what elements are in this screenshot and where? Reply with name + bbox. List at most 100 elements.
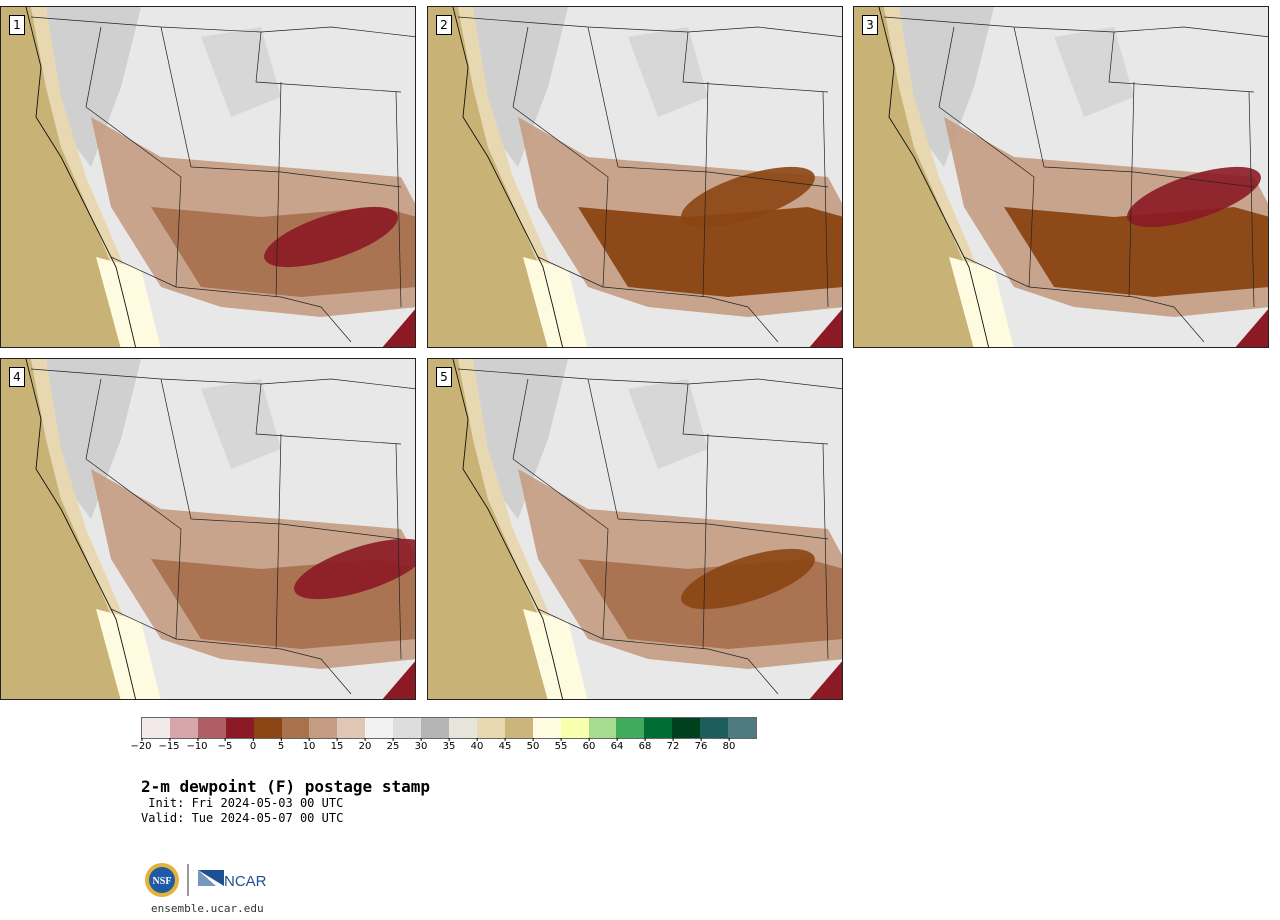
colorbar-swatch [532, 718, 561, 738]
init-time: Init: Fri 2024-05-03 00 UTC [141, 796, 344, 810]
colorbar-swatch [560, 718, 589, 738]
colorbar-swatch [728, 718, 756, 738]
colorbar-swatch [142, 718, 170, 738]
dewpoint-map-3 [854, 7, 1268, 347]
colorbar-tick-label: 20 [358, 738, 372, 752]
colorbar-ticks: −20 −15 −10 −5 0 5 10 15 20 25 30 35 40 45 50 55 60 64 68 7… [130, 738, 757, 757]
colorbar-swatch [281, 718, 310, 738]
colorbar-swatch [169, 718, 198, 738]
colorbar-tick-label: 15 [330, 738, 344, 752]
colorbar-tick-label: 35 [442, 738, 456, 752]
coastline [452, 359, 563, 699]
coastal-band [458, 359, 588, 699]
logos: NSF NCAR [144, 860, 274, 900]
state-borders [457, 16, 842, 343]
panel-label-1: 1 [9, 15, 25, 35]
colorbar-swatch [644, 718, 673, 738]
terrain-band [628, 27, 708, 117]
state-borders [883, 16, 1268, 343]
dewpoint-core [681, 548, 815, 610]
colorbar-swatch [337, 718, 366, 738]
colorbar-swatch [588, 718, 617, 738]
colorbar-tick-label: 80 [722, 738, 736, 752]
colorbar-swatch [476, 718, 505, 738]
colorbar-tick-label: 40 [470, 738, 484, 752]
coastal-moist [523, 609, 588, 699]
corner-region [382, 309, 415, 347]
state-borders [30, 16, 415, 343]
panel-label-4: 4 [9, 367, 25, 387]
coastline [452, 7, 563, 347]
colorbar-tick-label: −5 [217, 738, 233, 752]
terrain-band [1054, 27, 1134, 117]
ncar-logo-icon: NCAR [198, 870, 267, 890]
colorbar-tick-label: 64 [610, 738, 624, 752]
dewpoint-map-2 [428, 7, 842, 347]
website-url: ensemble.ucar.edu [151, 902, 264, 915]
coastal-band [458, 7, 588, 347]
colorbar-tick-label: 76 [694, 738, 708, 752]
coastal-moist [96, 609, 161, 699]
colorbar-tick-label: 5 [277, 738, 285, 752]
ncar-logo-text: NCAR [224, 873, 267, 890]
map-panel-4: 4 [0, 358, 416, 700]
dewpoint-core [681, 166, 815, 228]
colorbar-swatch [616, 718, 645, 738]
colorbar-tick-label: 50 [526, 738, 540, 752]
dewpoint-map-5 [428, 359, 842, 699]
valid-time: Valid: Tue 2024-05-07 00 UTC [141, 811, 344, 825]
colorbar-tick-label: 0 [249, 738, 257, 752]
dewpoint-core [294, 538, 415, 600]
terrain-band [201, 27, 281, 117]
colorbar-swatch [700, 718, 729, 738]
colorbar-tick-label: 72 [666, 738, 680, 752]
colorbar-swatch [504, 718, 533, 738]
colorbar-swatch [421, 718, 449, 738]
map-panel-2: 2 [427, 6, 843, 348]
colorbar-swatch [197, 718, 226, 738]
coastal-band [31, 359, 161, 699]
coastal-moist [523, 257, 588, 347]
coastal-band [884, 7, 1014, 347]
panel-label-3: 3 [862, 15, 878, 35]
colorbar-swatch [253, 718, 282, 738]
nsf-logo-text: NSF [153, 876, 172, 887]
colorbar-swatch [672, 718, 701, 738]
panel-label-2: 2 [436, 15, 452, 35]
map-panel-5: 5 [427, 358, 843, 700]
coastline [878, 7, 989, 347]
panel-label-5: 5 [436, 367, 452, 387]
terrain-band [628, 379, 708, 469]
dewpoint-map-4 [1, 359, 415, 699]
colorbar-tick-label: 25 [386, 738, 400, 752]
dewpoint-region-mid [578, 207, 842, 297]
map-panel-3: 3 [853, 6, 1269, 348]
coastal-moist [96, 257, 161, 347]
state-borders [457, 368, 842, 695]
corner-region [809, 309, 842, 347]
colorbar-tick-label: 30 [414, 738, 428, 752]
nsf-logo-icon: NSF [145, 863, 179, 897]
colorbar-swatch [365, 718, 394, 738]
state-borders [30, 368, 415, 695]
colorbar-swatch [393, 718, 422, 738]
coastline [25, 359, 136, 699]
coastline [25, 7, 136, 347]
colorbar-swatch [448, 718, 477, 738]
dewpoint-map-1 [1, 7, 415, 347]
dewpoint-core [264, 206, 398, 268]
chart-title: 2-m dewpoint (F) postage stamp [141, 777, 430, 796]
colorbar-swatch [309, 718, 338, 738]
colorbar-tick-label: −10 [186, 738, 208, 752]
colorbar-swatch [225, 718, 254, 738]
colorbar-tick-label: −20 [130, 738, 152, 752]
colorbar-tick-label: −15 [158, 738, 180, 752]
corner-region [1235, 309, 1268, 347]
terrain-band [201, 379, 281, 469]
colorbar-tick-label: 55 [554, 738, 568, 752]
coastal-moist [949, 257, 1014, 347]
colorbar-tick-label: 10 [302, 738, 316, 752]
dewpoint-region-mid [1004, 207, 1268, 297]
coastal-band [31, 7, 161, 347]
colorbar-tick-label: 45 [498, 738, 512, 752]
